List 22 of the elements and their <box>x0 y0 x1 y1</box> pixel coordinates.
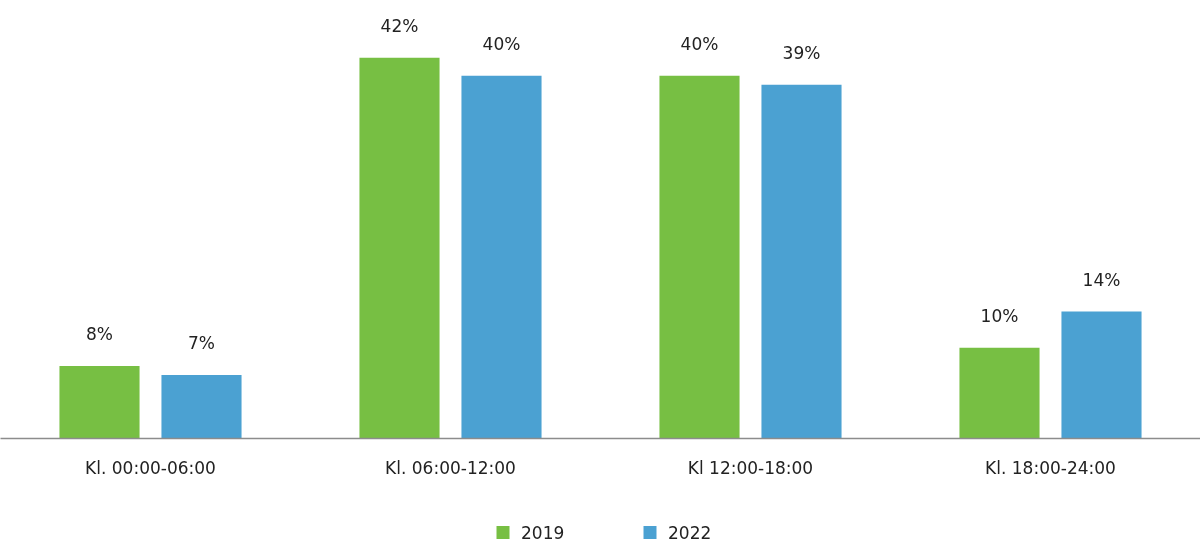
data-label: 8% <box>86 323 113 344</box>
bar <box>359 57 440 439</box>
data-label: 7% <box>188 333 215 354</box>
bar <box>659 75 740 439</box>
data-label: 40% <box>482 33 521 54</box>
x-tick-label: Kl. 00:00-06:00 <box>85 457 216 478</box>
data-label: 39% <box>782 42 821 63</box>
bar <box>461 75 542 439</box>
bar <box>761 84 842 439</box>
x-tick-label: Kl. 06:00-12:00 <box>385 457 516 478</box>
bar <box>161 375 242 439</box>
bar <box>959 347 1040 439</box>
bar <box>1061 311 1142 439</box>
data-label: 40% <box>680 33 719 54</box>
x-tick-label: Kl. 18:00-24:00 <box>985 457 1116 478</box>
bar <box>59 365 140 439</box>
data-label: 10% <box>980 305 1019 326</box>
legend-label: 2019 <box>521 523 565 543</box>
legend-label: 2022 <box>668 523 712 543</box>
x-tick-label: Kl 12:00-18:00 <box>687 457 814 478</box>
data-label: 14% <box>1082 269 1121 290</box>
data-label: 42% <box>380 15 419 36</box>
